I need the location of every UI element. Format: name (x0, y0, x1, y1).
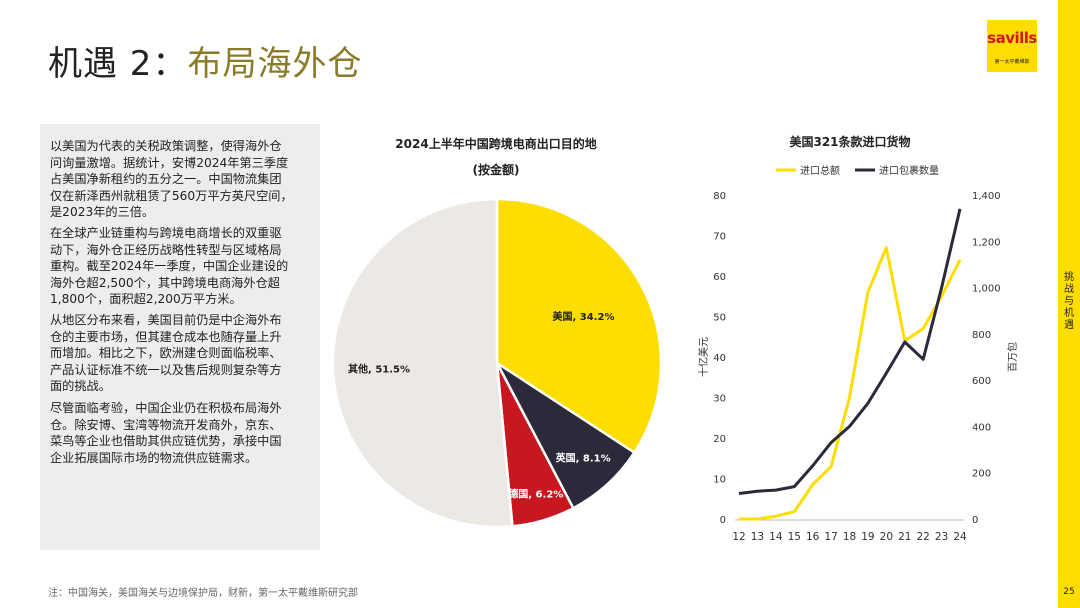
y2-tick-label: 1,200 (972, 237, 1001, 248)
x-tick-label: 16 (806, 531, 820, 543)
y2-tick-label: 200 (972, 469, 991, 480)
y2-tick-label: 800 (972, 330, 991, 341)
pie-slice-label: 德国, 6.2% (507, 487, 563, 500)
y2-tick-label: 400 (972, 422, 991, 433)
y-tick-label: 0 (720, 515, 726, 526)
body-paragraph-2: 在全球产业链重构与跨境电商增长的双重驱 动下，海外仓正经历战略性转型与区域格局 重构… (50, 225, 315, 308)
pie-chart-subtitle: (按金额) (472, 163, 520, 177)
body-line: 从地区分布来看，美国目前仍是中企海外布 (50, 313, 282, 327)
body-line: 问询量激增。据统计，安博2024年第三季度 (50, 155, 289, 170)
body-line: 面的挑战。 (50, 379, 111, 393)
y-tick-label: 70 (713, 232, 726, 243)
title-main: 布局海外仓 (187, 44, 363, 84)
body-line: 仓的主要市场，但其建仓成本也随存量上升 (50, 329, 282, 344)
legend-label: 进口总额 (800, 164, 840, 177)
y-axis-label: 十亿美元 (697, 337, 710, 377)
body-paragraph-1: 以美国为代表的关税政策调整，使得海外仓 问询量激增。据统计，安博2024年第三季度… (50, 138, 315, 221)
body-line: 是2023年的三倍。 (50, 205, 155, 219)
pie-chart-title: 2024上半年中国跨境电商出口目的地 (395, 137, 597, 151)
pie-slice-label: 英国, 8.1% (555, 452, 611, 465)
legend-label: 进口包裹数量 (879, 164, 939, 177)
body-line: 尽管面临考验，中国企业仍在积极布局海外 (50, 401, 282, 415)
sidebar-section-char: 战 (1064, 284, 1074, 295)
body-text-box: 以美国为代表的关税政策调整，使得海外仓 问询量激增。据统计，安博2024年第三季度… (40, 124, 320, 550)
body-line: 重构。截至2024年一季度，中国企业建设的 (50, 259, 289, 273)
page-number: 25 (1063, 587, 1075, 597)
x-tick-label: 21 (898, 531, 911, 543)
page-title: 机遇 2：布局海外仓 (48, 36, 362, 85)
sidebar-section-char: 机 (1064, 308, 1074, 319)
body-line: 而增加。相比之下，欧洲建仓则面临税率、 (50, 346, 282, 360)
y-tick-label: 20 (713, 434, 726, 445)
title-prefix: 机遇 2： (48, 44, 188, 84)
logo-subtitle: 第一太平戴维斯 (994, 59, 1030, 65)
body-line: 仓。除安博、宝湾等物流开发商外，京东、 (50, 417, 282, 432)
y-tick-label: 60 (713, 272, 726, 283)
body-line: 海外仓超2,500个，其中跨境电商海外仓超 (50, 275, 280, 290)
line-chart-title: 美国321条款进口货物 (789, 134, 910, 149)
body-line: 动下，海外仓正经历战略性转型与区域格局 (50, 242, 282, 257)
body-paragraph-3: 从地区分布来看，美国目前仍是中企海外布 仓的主要市场，但其建仓成本也随存量上升 而增… (50, 312, 315, 395)
y-tick-label: 40 (713, 353, 726, 364)
series-line (738, 208, 962, 495)
savills-logo: savills 第一太平戴维斯 (987, 20, 1037, 72)
source-note: 注：中国海关，美国海关与边境保护局，财新，第一太平戴维斯研究部 (48, 588, 358, 599)
x-tick-label: 14 (769, 531, 783, 543)
x-tick-label: 19 (861, 531, 874, 543)
pie-chart-titles: 2024上半年中国跨境电商出口目的地 (按金额) (340, 131, 652, 183)
x-tick-label: 15 (788, 531, 801, 543)
pie-slice-label: 美国, 34.2% (553, 310, 615, 323)
x-tick-label: 18 (843, 531, 856, 543)
y-tick-label: 50 (713, 313, 726, 324)
sidebar-section-char: 挑 (1064, 272, 1074, 283)
y2-tick-label: 1,000 (972, 284, 1001, 295)
logo-name: savills (987, 29, 1037, 47)
body-paragraph-4: 尽管面临考验，中国企业仍在积极布局海外 仓。除安博、宝湾等物流开发商外，京东、 菜鸟… (50, 400, 315, 466)
y-tick-label: 30 (713, 394, 726, 405)
x-tick-label: 20 (880, 531, 893, 543)
body-line: 占美国净新租约的五分之一。中国物流集团 (50, 172, 282, 186)
x-tick-label: 24 (953, 531, 967, 543)
x-tick-label: 23 (935, 531, 948, 543)
pie-slice-label: 其他, 51.5% (348, 363, 410, 376)
body-line: 菜鸟等企业也借助其供应链优势，承接中国 (50, 434, 282, 448)
pie-slice (331, 197, 514, 529)
sidebar-section-char: 与 (1064, 296, 1074, 307)
y2-tick-label: 1,400 (972, 191, 1001, 202)
body-line: 以美国为代表的关税政策调整，使得海外仓 (50, 139, 282, 153)
body-line: 1,800个，面积超2,200万平方米。 (50, 292, 242, 306)
sidebar-bar (1058, 0, 1080, 608)
sidebar-section-char: 遇 (1064, 320, 1074, 331)
x-tick-label: 13 (751, 531, 764, 543)
x-tick-label: 12 (732, 531, 745, 543)
y2-axis-label: 百万包 (1006, 342, 1019, 372)
body-line: 仅在新泽西州就租赁了560万平方英尺空间， (50, 188, 293, 203)
y2-tick-label: 600 (972, 376, 991, 387)
sidebar-section-label: 挑战与机遇 (1058, 272, 1080, 332)
body-line: 企业拓展国际市场的物流供应链需求。 (50, 450, 258, 465)
x-tick-label: 22 (916, 531, 929, 543)
y2-tick-label: 0 (972, 515, 978, 526)
x-tick-label: 17 (824, 531, 837, 543)
series-line (739, 246, 962, 521)
body-line: 在全球产业链重构与跨境电商增长的双重驱 (50, 226, 282, 240)
y-tick-label: 10 (713, 475, 726, 486)
y-tick-label: 80 (713, 191, 726, 202)
body-line: 产品认证标准不统一以及售后规则复杂等方 (50, 362, 282, 377)
